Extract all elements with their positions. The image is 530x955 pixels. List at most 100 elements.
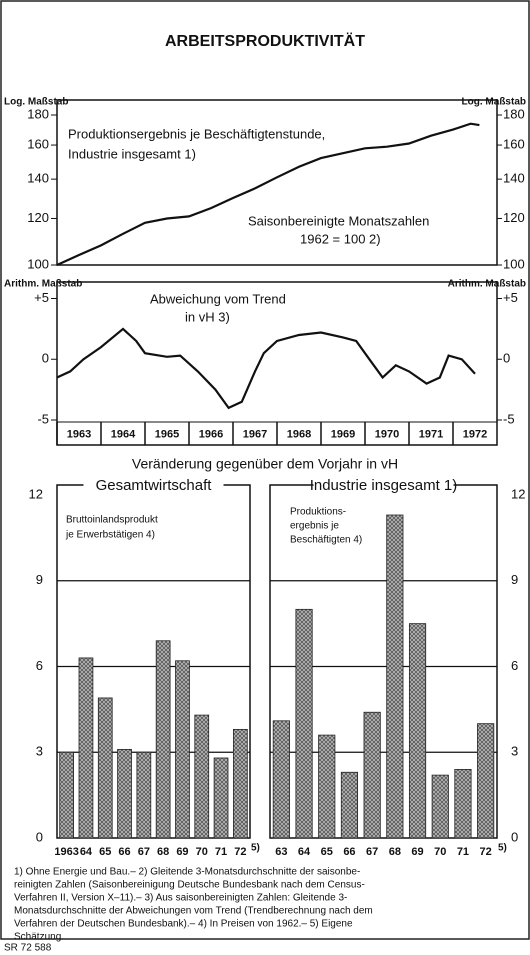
x-tick-label: 1966: [199, 428, 223, 440]
y-tick-label: 9: [511, 572, 518, 587]
annotation: Bruttoinlandsprodukt: [66, 515, 158, 526]
y-tick-label: 160: [27, 136, 49, 151]
plot-frame: [56, 99, 498, 266]
y-tick-label: 6: [36, 658, 43, 673]
bar: [318, 734, 336, 839]
x-tick-label: 1968: [287, 428, 311, 440]
x-tick-label: 70: [434, 846, 446, 858]
y-tick-label-right: 180: [503, 106, 525, 121]
category-note: 5): [251, 843, 260, 854]
title-bg: [83, 476, 224, 494]
y-tick-label: 3: [36, 744, 43, 759]
bar: [78, 657, 94, 839]
line: [56, 122, 480, 267]
annotation: je Erwerbstätigen 4): [65, 530, 155, 541]
x-tick-label: 70: [196, 846, 208, 858]
bar: [386, 514, 404, 839]
bar: [408, 623, 427, 839]
y-tick-label: 12: [29, 486, 43, 501]
bar: [97, 697, 113, 839]
bar: [340, 771, 359, 839]
bar: [213, 757, 229, 839]
chart-title: Gesamtwirtschaft: [96, 477, 213, 494]
footnote: Schätzung.: [14, 932, 64, 943]
subtitle: Veränderung gegenüber dem Vorjahr in vH: [132, 456, 398, 472]
x-tick-label: 68: [389, 846, 401, 858]
title: ARBEITSPRODUKTIVITÄT: [165, 32, 365, 50]
x-tick-label: 1969: [331, 428, 355, 440]
y-tick-label: 120: [27, 210, 49, 225]
y-tick-label: 0: [511, 829, 518, 844]
y-tick-label: 180: [27, 106, 49, 121]
y-tick-label: 12: [511, 486, 525, 501]
y-tick-label: 6: [511, 658, 518, 673]
footnote: Monatsdurchschnitte der Abweichungen vom…: [14, 906, 373, 917]
x-tick-label: 65: [99, 846, 111, 858]
bar: [194, 714, 210, 839]
x-tick-label: 1970: [375, 428, 399, 440]
bar: [295, 608, 313, 839]
plot-frame: [56, 281, 498, 446]
x-tick-label: 64: [80, 846, 93, 858]
x-tick-label: 1963: [54, 846, 78, 858]
y-tick-label: 140: [27, 171, 49, 186]
x-tick-label: 1964: [111, 428, 136, 440]
x-tick-label: 71: [457, 846, 469, 858]
bar: [175, 660, 190, 839]
axis-label: Arithm. Maßstab: [4, 279, 82, 290]
bar: [363, 711, 381, 839]
x-tick-label: 1971: [419, 428, 443, 440]
bar: [136, 751, 152, 839]
x-tick-label: 1963: [67, 428, 91, 440]
footnote: Verfahren der Deutschen Bundesbank).– 4)…: [14, 919, 353, 930]
y-tick-label: 100: [27, 256, 49, 271]
x-tick-label: 69: [411, 846, 423, 858]
annotation: 1962 = 100 2): [300, 231, 381, 246]
x-tick-label: 66: [343, 846, 355, 858]
x-tick-label: 69: [176, 846, 188, 858]
x-tick-label: 64: [298, 846, 311, 858]
bar: [233, 728, 248, 839]
category-note: 5): [498, 843, 507, 854]
annotation: in vH 3): [185, 309, 230, 324]
y-tick-label-right: 140: [503, 171, 525, 186]
axis-label: Log. Maßstab: [4, 97, 68, 108]
source: SR 72 588: [4, 943, 52, 954]
line: [56, 327, 476, 410]
bar: [477, 723, 495, 839]
y-tick-label-right: 0: [503, 351, 510, 366]
y-tick-label: +5: [34, 290, 49, 305]
y-tick-label-right: 120: [503, 210, 525, 225]
bar: [431, 774, 449, 839]
y-tick-label-right: 160: [503, 136, 525, 151]
x-tick-label: 66: [118, 846, 130, 858]
annotation: Industrie insgesamt 1): [68, 146, 196, 161]
y-tick-label: 0: [42, 351, 49, 366]
annotation: Produktionsergebnis je Beschäftigtenstun…: [68, 126, 325, 141]
footnote: Verfahren II, Version X–11).– 3) Aus sai…: [14, 893, 347, 904]
title-bg: [313, 476, 454, 494]
x-tick-label: 65: [321, 846, 333, 858]
annotation: Saisonbereinigte Monatszahlen: [248, 213, 429, 228]
x-tick-label: 63: [275, 846, 287, 858]
footnote: reinigten Zahlen (Saisonbereinigung Deut…: [14, 880, 365, 891]
x-tick-label: 1965: [155, 428, 179, 440]
x-tick-label: 68: [157, 846, 169, 858]
annotation: Beschäftigten 4): [290, 535, 362, 546]
axis-label: Log. Maßstab: [462, 97, 526, 108]
bar: [117, 748, 132, 839]
x-tick-label: 72: [234, 846, 246, 858]
y-tick-label-right: +5: [503, 290, 518, 305]
annotation: Abweichung vom Trend: [150, 291, 286, 306]
bar: [454, 769, 472, 839]
y-tick-label: -5: [37, 411, 49, 426]
annotation: ergebnis je: [290, 521, 339, 532]
bar: [272, 720, 290, 839]
y-tick-label-right: 100: [503, 256, 525, 271]
footnote: 1) Ohne Energie und Bau.– 2) Gleitende 3…: [14, 867, 360, 878]
y-tick-label: 0: [36, 829, 43, 844]
x-tick-label: 71: [215, 846, 227, 858]
annotation: Produktions-: [290, 507, 346, 518]
y-tick-label: 3: [511, 744, 518, 759]
